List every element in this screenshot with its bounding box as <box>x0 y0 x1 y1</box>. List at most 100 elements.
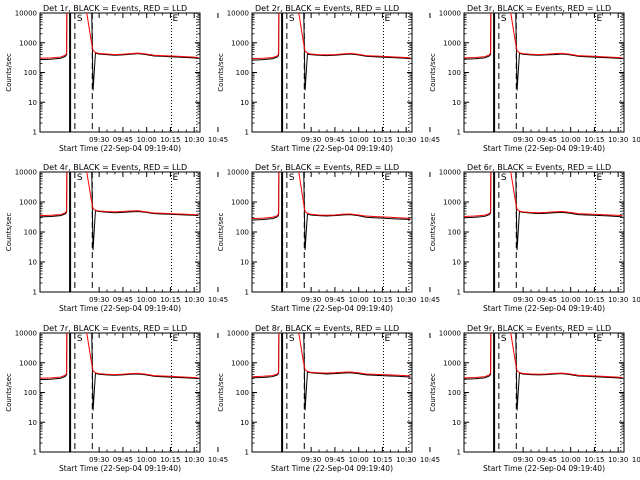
y-tick-label: 100 <box>236 69 249 77</box>
y-tick-label: 10 <box>28 259 37 267</box>
y-tick-label: 10000 <box>439 330 461 338</box>
y-tick-label: 10000 <box>15 169 37 177</box>
end-marker-label: E <box>384 14 390 24</box>
x-tick-label: 10:00 <box>561 456 581 464</box>
plot-frame <box>463 12 625 133</box>
y-tick-label: 1 <box>457 289 461 297</box>
x-tick-label: 10:45 <box>420 296 440 304</box>
y-tick-label: 1 <box>33 289 37 297</box>
x-tick-label: 09:30 <box>89 296 109 304</box>
y-tick-label: 100 <box>448 69 461 77</box>
x-tick-label: 10:45 <box>420 456 440 464</box>
x-axis-label: Start Time (22-Sep-04 09:19:40) <box>271 144 393 153</box>
x-tick-label: 10:15 <box>372 456 392 464</box>
x-tick-label: 10:15 <box>584 456 604 464</box>
x-axis-label: Start Time (22-Sep-04 09:19:40) <box>59 304 181 313</box>
x-axis-label: Start Time (22-Sep-04 09:19:40) <box>483 144 605 153</box>
lld-series-line <box>464 13 623 59</box>
detector-plot: Det 2r, BLACK = Events, RED = LLD 1 10 100 1… <box>217 4 440 153</box>
start-marker-label: S <box>289 334 295 344</box>
lld-series-line <box>252 13 411 60</box>
y-tick-label: 10 <box>240 259 249 267</box>
end-marker-label: E <box>172 14 178 24</box>
y-tick-label: 1000 <box>19 39 37 47</box>
x-tick-label: 10:00 <box>349 456 369 464</box>
x-tick-label: 09:30 <box>513 456 533 464</box>
y-tick-label: 1000 <box>231 199 249 207</box>
plot-title: Det 3r, BLACK = Events, RED = LLD <box>467 4 611 13</box>
y-axis-label: Counts/sec <box>217 53 225 92</box>
start-marker-label: S <box>501 173 507 183</box>
x-tick-label: 09:45 <box>537 136 557 144</box>
detector-plot: Det 6r, BLACK = Events, RED = LLD 1 10 100 1… <box>429 163 640 313</box>
y-tick-label: 1000 <box>443 199 461 207</box>
y-tick-label: 10 <box>240 99 249 107</box>
y-tick-label: 10000 <box>227 330 249 338</box>
y-tick-label: 100 <box>448 229 461 237</box>
plot-frame <box>251 171 413 293</box>
x-tick-label: 09:45 <box>325 296 345 304</box>
y-tick-label: 100 <box>24 69 37 77</box>
x-tick-label: 09:30 <box>301 296 321 304</box>
x-tick-label: 09:30 <box>301 136 321 144</box>
y-tick-label: 100 <box>24 229 37 237</box>
lld-series-line <box>40 13 199 59</box>
start-marker-label: S <box>77 14 83 24</box>
y-tick-label: 10000 <box>227 10 249 18</box>
end-marker-label: E <box>172 334 178 344</box>
x-tick-label: 10:00 <box>561 296 581 304</box>
x-tick-label: 09:30 <box>89 136 109 144</box>
detector-plot: Det 5r, BLACK = Events, RED = LLD 1 10 100 1… <box>217 163 440 313</box>
end-marker-label: E <box>172 173 178 183</box>
y-tick-label: 1 <box>33 129 37 137</box>
plot-area <box>40 333 199 452</box>
x-tick-label: 10:45 <box>632 296 640 304</box>
plot-area <box>464 172 623 292</box>
y-tick-label: 10 <box>452 419 461 427</box>
lld-series-line <box>464 333 623 379</box>
plot-title: Det 4r, BLACK = Events, RED = LLD <box>43 163 187 172</box>
end-marker-label: E <box>596 173 602 183</box>
plot-area <box>252 13 411 132</box>
start-marker-label: S <box>501 14 507 24</box>
lld-series-line <box>252 172 411 220</box>
y-tick-label: 10000 <box>439 10 461 18</box>
x-axis-label: Start Time (22-Sep-04 09:19:40) <box>483 464 605 473</box>
end-marker-label: E <box>596 334 602 344</box>
start-marker-label: S <box>77 173 83 183</box>
plot-frame <box>39 171 201 293</box>
y-tick-label: 1000 <box>231 359 249 367</box>
plot-frame <box>463 171 625 293</box>
y-axis-label: Counts/sec <box>5 373 13 412</box>
plot-title: Det 6r, BLACK = Events, RED = LLD <box>467 163 611 172</box>
plot-area <box>464 333 623 452</box>
lld-series-line <box>40 333 199 379</box>
y-axis-label: Counts/sec <box>429 53 437 92</box>
y-axis-label: Counts/sec <box>217 373 225 412</box>
x-tick-label: 10:30 <box>608 296 628 304</box>
plot-area <box>252 172 411 292</box>
plot-title: Det 7r, BLACK = Events, RED = LLD <box>43 324 187 333</box>
plot-frame <box>463 332 625 453</box>
y-tick-label: 1000 <box>443 39 461 47</box>
plot-title: Det 9r, BLACK = Events, RED = LLD <box>467 324 611 333</box>
x-tick-label: 10:45 <box>632 456 640 464</box>
x-tick-label: 09:30 <box>301 456 321 464</box>
x-tick-label: 09:45 <box>113 456 133 464</box>
x-tick-label: 09:45 <box>537 296 557 304</box>
plot-area <box>252 333 411 452</box>
x-tick-label: 10:00 <box>137 136 157 144</box>
y-tick-label: 1 <box>457 449 461 457</box>
x-tick-label: 10:00 <box>349 296 369 304</box>
y-tick-label: 10 <box>240 419 249 427</box>
detector-plot: Det 4r, BLACK = Events, RED = LLD 1 10 100 1… <box>5 163 228 313</box>
y-axis-label: Counts/sec <box>429 373 437 412</box>
x-tick-label: 10:30 <box>396 296 416 304</box>
lld-series-line <box>464 172 623 217</box>
y-tick-label: 1 <box>457 129 461 137</box>
x-tick-label: 10:30 <box>608 456 628 464</box>
plot-frame <box>39 12 201 133</box>
detector-plot: Det 7r, BLACK = Events, RED = LLD 1 10 100 1… <box>5 324 228 473</box>
y-tick-label: 10000 <box>439 169 461 177</box>
detector-plot: Det 9r, BLACK = Events, RED = LLD 1 10 100 1… <box>429 324 640 473</box>
